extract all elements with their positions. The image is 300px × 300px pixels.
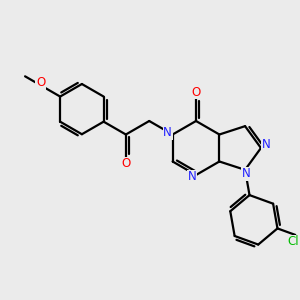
Text: O: O	[191, 85, 201, 98]
Text: N: N	[163, 126, 172, 139]
Text: N: N	[188, 170, 196, 184]
Text: O: O	[36, 76, 45, 89]
Text: Cl: Cl	[287, 236, 299, 248]
Text: O: O	[121, 157, 130, 170]
Text: N: N	[262, 139, 270, 152]
Text: N: N	[242, 167, 250, 180]
